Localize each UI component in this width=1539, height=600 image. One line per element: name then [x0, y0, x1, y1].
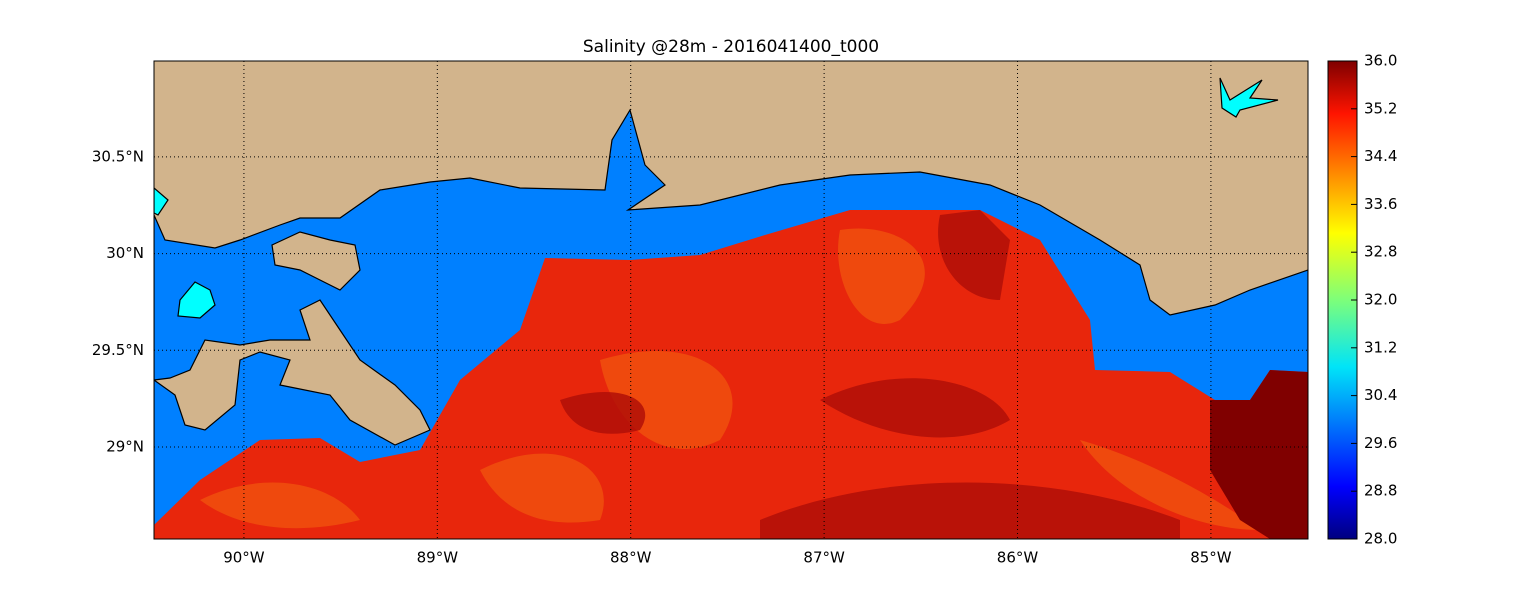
colorbar-tick-label: 31.2 [1364, 338, 1397, 356]
colorbar-tick-label: 28.8 [1364, 482, 1397, 500]
grid [154, 61, 1308, 539]
colorbar-tick-label: 35.2 [1364, 99, 1397, 117]
salinity-field [154, 210, 1308, 539]
colorbar-tick-label: 30.4 [1364, 386, 1397, 404]
colorbar-tick-label: 36.0 [1364, 52, 1397, 70]
colorbar-tick-label: 32.0 [1364, 291, 1397, 309]
y-tick-label: 30.5°N [92, 147, 144, 165]
x-tick-label: 86°W [997, 549, 1039, 567]
salinity-field-dark [560, 210, 1180, 539]
colorbar-tick-label: 32.8 [1364, 243, 1397, 261]
x-tick-label: 88°W [610, 549, 652, 567]
delta-land [154, 299, 431, 446]
salinity-field-light [200, 228, 1260, 530]
y-tick-label: 29°N [106, 437, 144, 455]
lake [1219, 77, 1279, 118]
colorbar-tick-label: 34.4 [1364, 147, 1397, 165]
colorbar-tick-label: 29.6 [1364, 434, 1397, 452]
plot-frame [153, 60, 1309, 540]
y-tick-label: 30°N [106, 244, 144, 262]
lake-shore [271, 231, 361, 291]
chart-title: Salinity @28m - 2016041400_t000 [583, 37, 879, 57]
salinity-field-max [1210, 370, 1308, 539]
x-tick-label: 89°W [417, 549, 459, 567]
y-tick-label: 29.5°N [92, 341, 144, 359]
colorbar-tick-label: 33.6 [1364, 195, 1397, 213]
x-tick-label: 87°W [803, 549, 845, 567]
x-tick-label: 85°W [1190, 549, 1232, 567]
lake [177, 281, 216, 319]
x-tick-label: 90°W [223, 549, 265, 567]
lake [154, 187, 169, 216]
colorbar-tick-label: 28.0 [1364, 530, 1397, 548]
map-area [154, 61, 1308, 539]
